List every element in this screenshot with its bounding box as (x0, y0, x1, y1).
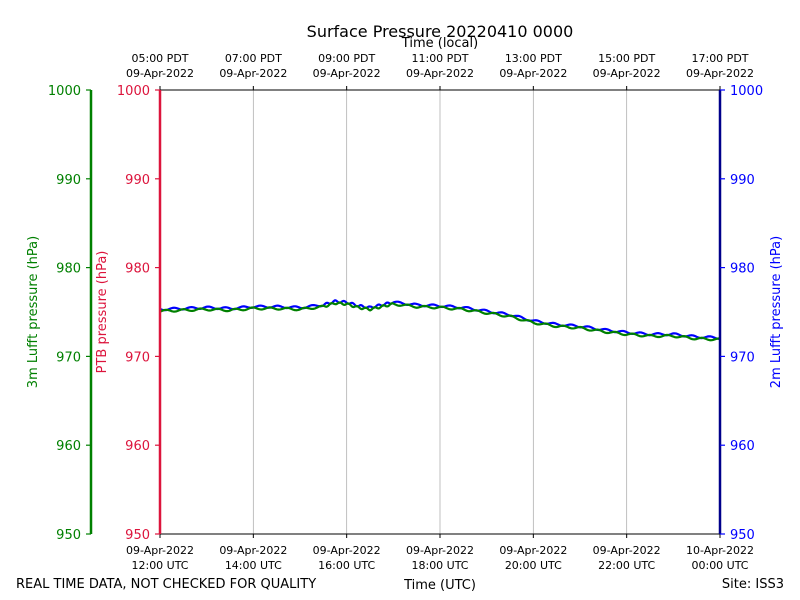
axes-layer: 09-Apr-2022 12:00 UTC 09-Apr-2022 14:00 UTC… (48, 52, 763, 572)
bottom-tick-date: 09-Apr-2022 (499, 544, 567, 557)
top-tick-date: 09-Apr-2022 (686, 67, 754, 80)
bottom-tick-date: 10-Apr-2022 (686, 544, 754, 557)
lufft-3m-axis-label: 3m Lufft pressure (hPa) (26, 236, 41, 388)
bottom-tick-date: 09-Apr-2022 (406, 544, 474, 557)
top-tick-time: 07:00 PDT (225, 52, 282, 65)
bottom-tick-time: 16:00 UTC (318, 559, 375, 572)
bottom-tick-time: 18:00 UTC (411, 559, 468, 572)
y-tick-label: 970 (125, 350, 150, 365)
y-tick-label: 990 (730, 173, 755, 188)
y-tick-label: 1000 (117, 84, 150, 99)
top-tick-date: 09-Apr-2022 (406, 67, 474, 80)
x-axis-label: Time (UTC) (403, 578, 476, 593)
y-tick-label: 980 (56, 262, 81, 277)
bottom-tick-date: 09-Apr-2022 (219, 544, 287, 557)
y-tick-label: 950 (56, 528, 81, 543)
y-tick-label: 970 (56, 350, 81, 365)
y-tick-label: 950 (730, 528, 755, 543)
y-tick-label: 990 (56, 173, 81, 188)
series-line-3m-lufft-pressure (159, 301, 721, 342)
top-tick-date: 09-Apr-2022 (593, 67, 661, 80)
quality-disclaimer: REAL TIME DATA, NOT CHECKED FOR QUALITY (16, 577, 316, 592)
y-tick-label: 1000 (48, 84, 81, 99)
bottom-tick-date: 09-Apr-2022 (593, 544, 661, 557)
y-tick-label: 970 (730, 350, 755, 365)
bottom-tick-time: 00:00 UTC (691, 559, 748, 572)
y-tick-label: 960 (56, 439, 81, 454)
ptb-axis-label: PTB pressure (hPa) (95, 251, 110, 374)
y-tick-label: 980 (125, 262, 150, 277)
top-tick-date: 09-Apr-2022 (499, 67, 567, 80)
site-label: Site: ISS3 (722, 577, 784, 592)
y-tick-label: 1000 (730, 84, 763, 99)
bottom-tick-date: 09-Apr-2022 (126, 544, 194, 557)
top-tick-time: 13:00 PDT (505, 52, 562, 65)
y-tick-label: 960 (730, 439, 755, 454)
top-tick-time: 09:00 PDT (318, 52, 375, 65)
top-axis-label: Time (local) (401, 36, 478, 51)
top-tick-time: 05:00 PDT (131, 52, 188, 65)
y-tick-label: 980 (730, 262, 755, 277)
bottom-tick-date: 09-Apr-2022 (313, 544, 381, 557)
vertical-gridlines (252, 90, 628, 534)
top-tick-date: 09-Apr-2022 (126, 67, 194, 80)
bottom-tick-time: 20:00 UTC (505, 559, 562, 572)
bottom-tick-time: 22:00 UTC (598, 559, 655, 572)
top-tick-time: 15:00 PDT (598, 52, 655, 65)
y-tick-label: 990 (125, 173, 150, 188)
bottom-tick-time: 14:00 UTC (225, 559, 282, 572)
top-tick-time: 17:00 PDT (691, 52, 748, 65)
y-tick-label: 950 (125, 528, 150, 543)
top-tick-date: 09-Apr-2022 (313, 67, 381, 80)
lufft-2m-axis-label: 2m Lufft pressure (hPa) (769, 236, 784, 388)
top-tick-time: 11:00 PDT (411, 52, 468, 65)
series-layer (159, 299, 721, 342)
chart-title: Surface Pressure 20220410 0000 (307, 22, 574, 41)
y-tick-label: 960 (125, 439, 150, 454)
top-tick-date: 09-Apr-2022 (219, 67, 287, 80)
bottom-tick-time: 12:00 UTC (131, 559, 188, 572)
